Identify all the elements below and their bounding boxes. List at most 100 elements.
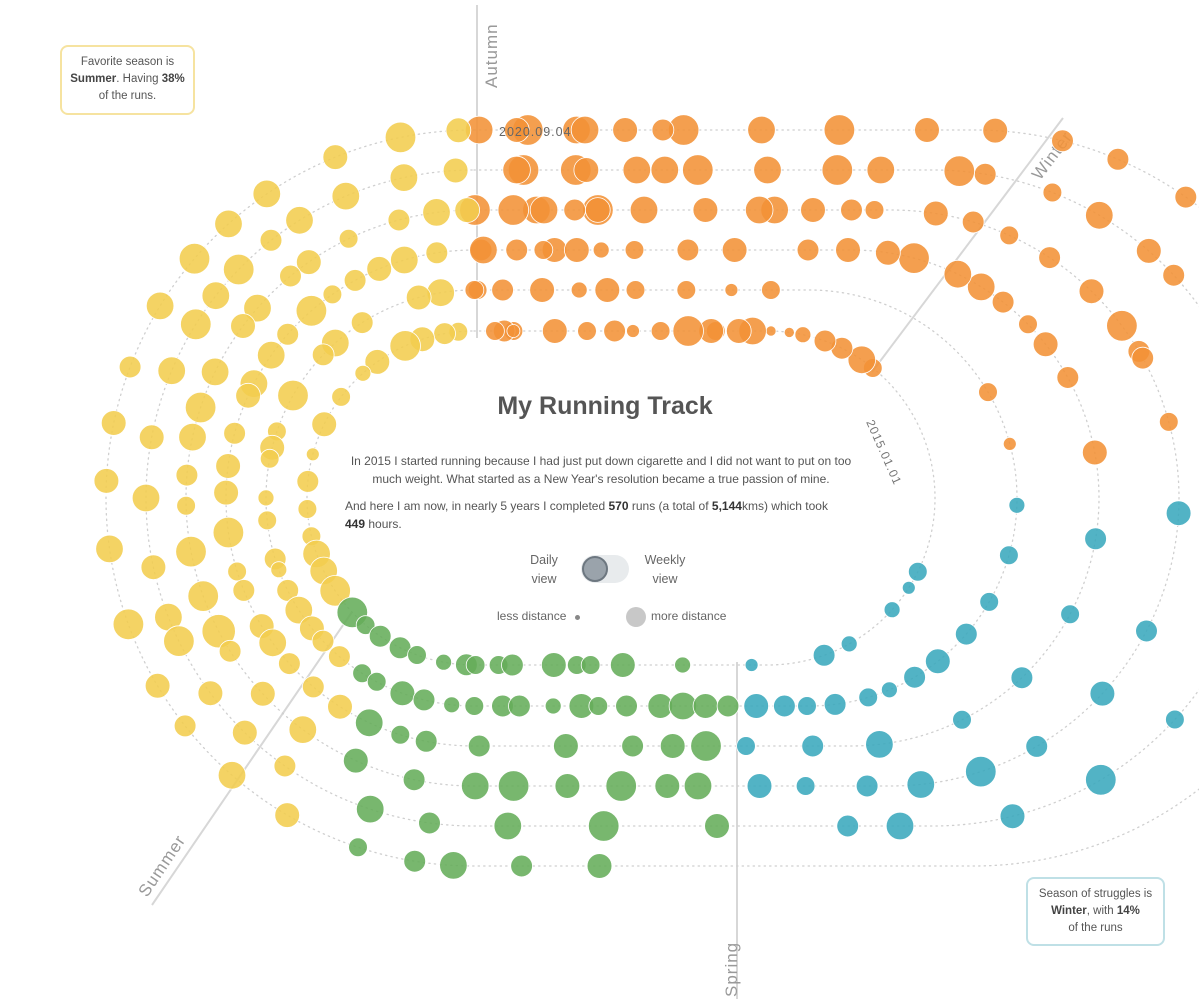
run-marker-2019-25[interactable] — [157, 356, 186, 385]
run-marker-2018-54[interactable] — [1089, 680, 1116, 707]
run-marker-2017-32[interactable] — [212, 516, 245, 549]
run-marker-2018-20[interactable] — [497, 194, 530, 226]
run-marker-2020-31[interactable] — [173, 714, 197, 738]
run-marker-2019-24[interactable] — [180, 308, 212, 341]
run-marker-2016-53[interactable] — [979, 592, 999, 612]
run-marker-2019-27[interactable] — [131, 483, 161, 513]
run-marker-2015-51[interactable] — [744, 658, 759, 672]
run-marker-2018-11[interactable] — [745, 195, 774, 225]
daily-view-label[interactable]: Daily view — [530, 553, 558, 586]
run-marker-2016-30[interactable] — [389, 680, 416, 707]
run-marker-2020-5[interactable] — [1051, 129, 1074, 153]
run-marker-2016-39[interactable] — [615, 694, 638, 718]
run-marker-2017-38[interactable] — [301, 675, 325, 699]
run-marker-2019-18[interactable] — [389, 163, 419, 192]
run-marker-2016-18[interactable] — [259, 448, 280, 469]
run-marker-2015-40[interactable] — [407, 645, 427, 665]
run-marker-2018-37[interactable] — [218, 639, 242, 663]
run-marker-2018-42[interactable] — [461, 771, 490, 801]
run-marker-2016-50[interactable] — [903, 665, 926, 689]
run-marker-2018-3[interactable] — [1038, 246, 1061, 269]
run-marker-2018-8[interactable] — [840, 198, 863, 222]
run-marker-2020-3[interactable] — [1174, 185, 1198, 209]
run-marker-2016-20[interactable] — [257, 510, 278, 531]
run-marker-2016-32[interactable] — [443, 696, 461, 714]
run-marker-2017-48[interactable] — [736, 736, 756, 756]
run-marker-2018-43[interactable] — [497, 770, 530, 802]
run-marker-2017-5[interactable] — [898, 242, 930, 274]
run-marker-2015-56[interactable] — [907, 561, 928, 582]
run-marker-2018-6[interactable] — [922, 200, 949, 227]
run-marker-2017-6[interactable] — [875, 240, 901, 266]
run-marker-2020-8[interactable] — [823, 114, 856, 146]
run-marker-2016-0[interactable] — [761, 280, 781, 300]
run-marker-2015-5[interactable] — [783, 326, 795, 338]
run-marker-2016-52[interactable] — [954, 622, 978, 646]
run-marker-2019-21[interactable] — [259, 229, 283, 252]
run-marker-2015-25[interactable] — [364, 349, 391, 375]
run-marker-2018-50[interactable] — [855, 774, 879, 798]
run-marker-2016-36[interactable] — [544, 697, 562, 715]
run-marker-2016-27[interactable] — [328, 645, 351, 668]
run-marker-2019-4[interactable] — [1042, 182, 1063, 203]
run-marker-2015-3[interactable] — [813, 329, 837, 353]
run-marker-2016-9[interactable] — [464, 280, 485, 300]
run-marker-2017-44[interactable] — [553, 733, 579, 759]
run-marker-2019-20[interactable] — [285, 206, 314, 235]
run-marker-2015-38[interactable] — [368, 624, 392, 648]
run-marker-2020-17[interactable] — [503, 117, 530, 143]
run-marker-2018-1[interactable] — [1106, 310, 1138, 342]
run-marker-2016-14[interactable] — [311, 343, 335, 367]
run-marker-2019-38[interactable] — [704, 813, 730, 839]
run-marker-2016-8[interactable] — [491, 278, 514, 302]
run-marker-2018-56[interactable] — [1165, 500, 1192, 527]
run-marker-2019-2[interactable] — [1136, 238, 1162, 264]
run-marker-2020-18[interactable] — [445, 117, 472, 144]
run-marker-2017-3[interactable] — [967, 272, 996, 302]
run-marker-2016-47[interactable] — [823, 693, 847, 716]
run-marker-2020-25[interactable] — [118, 355, 142, 379]
run-marker-2020-6[interactable] — [982, 117, 1008, 144]
run-marker-2019-15[interactable] — [573, 157, 600, 183]
run-marker-2016-26[interactable] — [311, 629, 335, 653]
run-marker-2017-54[interactable] — [1084, 527, 1107, 551]
run-marker-2020-33[interactable] — [274, 802, 301, 828]
run-marker-2018-13[interactable] — [629, 195, 659, 225]
run-marker-2018-39[interactable] — [288, 715, 318, 744]
run-marker-2015-45[interactable] — [501, 653, 524, 677]
run-marker-2017-34[interactable] — [232, 579, 256, 602]
run-marker-2018-57[interactable] — [1159, 412, 1179, 432]
run-marker-2017-49[interactable] — [801, 734, 824, 758]
run-marker-2020-23[interactable] — [178, 243, 211, 275]
run-marker-2019-14[interactable] — [650, 155, 680, 185]
run-marker-2017-41[interactable] — [390, 724, 411, 745]
run-marker-2016-45[interactable] — [773, 694, 796, 718]
run-marker-2017-20[interactable] — [390, 245, 419, 275]
run-marker-2020-38[interactable] — [586, 853, 613, 879]
run-marker-2018-5[interactable] — [961, 210, 985, 234]
run-marker-2017-16[interactable] — [533, 240, 554, 260]
run-marker-2016-10[interactable] — [426, 278, 455, 307]
run-marker-2015-52[interactable] — [812, 643, 836, 667]
run-marker-2018-32[interactable] — [175, 463, 199, 487]
run-marker-2015-35[interactable] — [319, 575, 351, 607]
run-marker-2018-47[interactable] — [683, 771, 713, 801]
run-marker-2016-48[interactable] — [858, 687, 878, 708]
run-marker-2015-55[interactable] — [901, 580, 916, 595]
run-marker-2015-48[interactable] — [580, 655, 601, 675]
run-marker-2018-17[interactable] — [584, 197, 611, 223]
run-marker-2017-21[interactable] — [366, 256, 393, 282]
run-marker-2017-28[interactable] — [235, 382, 261, 409]
run-marker-2017-10[interactable] — [676, 238, 700, 262]
run-marker-2017-1[interactable] — [1018, 314, 1038, 335]
run-marker-2015-41[interactable] — [435, 653, 453, 671]
run-marker-2015-1[interactable] — [847, 345, 877, 375]
run-marker-2015-53[interactable] — [840, 635, 858, 653]
run-marker-2015-27[interactable] — [331, 387, 351, 407]
run-marker-2016-7[interactable] — [529, 277, 555, 303]
run-marker-2016-44[interactable] — [743, 693, 769, 719]
run-marker-2019-16[interactable] — [502, 155, 531, 185]
run-marker-2019-35[interactable] — [418, 811, 441, 835]
run-marker-2017-9[interactable] — [721, 237, 748, 263]
weekly-view-label[interactable]: Weekly view — [644, 553, 686, 586]
